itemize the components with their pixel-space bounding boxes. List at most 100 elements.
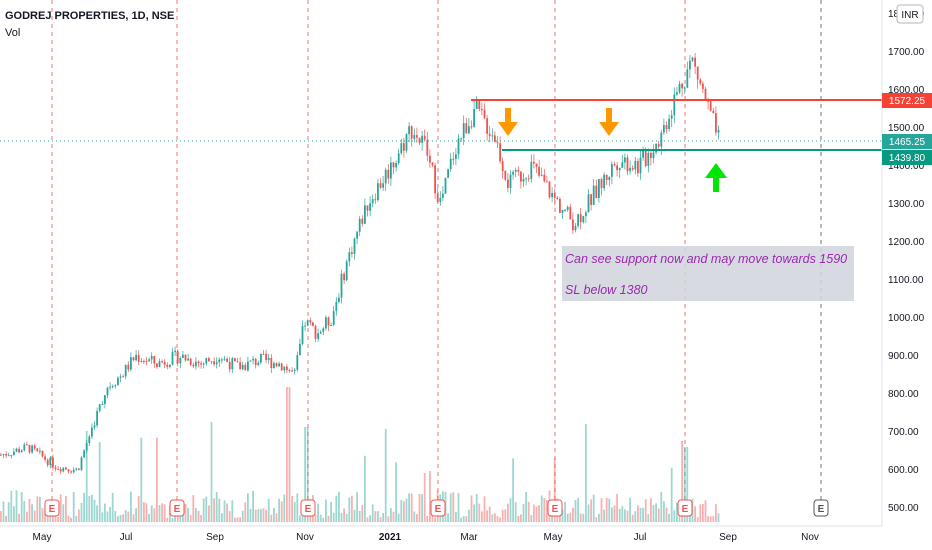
volume-bar xyxy=(184,504,187,522)
candle-body xyxy=(418,137,421,143)
price-tag-support: 1439.80 xyxy=(882,150,932,165)
candle-body xyxy=(111,386,114,388)
candle-body xyxy=(143,361,145,363)
candle-body xyxy=(0,454,2,456)
candle-body xyxy=(283,366,286,371)
candle-body xyxy=(605,174,608,180)
volume-bar xyxy=(278,498,280,522)
candle-body xyxy=(577,214,579,226)
candle-body xyxy=(114,385,117,387)
price-tick-label: 600.00 xyxy=(888,465,919,476)
candle-body xyxy=(468,126,470,134)
volume-bar xyxy=(699,504,702,522)
volume-bar xyxy=(639,507,642,522)
volume-bar xyxy=(590,499,592,522)
price-tick-label: 1300.00 xyxy=(888,199,925,210)
time-tick-label: May xyxy=(33,532,52,543)
volume-bar xyxy=(145,503,148,522)
candle-body xyxy=(470,126,473,128)
volume-bar xyxy=(403,501,405,522)
candle-body xyxy=(91,427,93,437)
candle-body xyxy=(460,138,462,140)
candle-body xyxy=(231,358,234,370)
candle-body xyxy=(319,331,322,334)
earnings-marker[interactable]: E xyxy=(169,499,185,517)
candle-body xyxy=(340,273,343,298)
candle-body xyxy=(639,157,642,174)
volume-bar xyxy=(462,516,465,522)
volume-bar xyxy=(488,506,491,522)
volume-bar xyxy=(234,517,236,522)
volume-bar xyxy=(475,494,478,522)
svg-text:E: E xyxy=(682,504,689,515)
volume-bar xyxy=(644,499,647,522)
volume-bar xyxy=(390,508,392,522)
candle-body xyxy=(442,193,444,198)
earnings-marker[interactable]: E xyxy=(430,499,446,517)
earnings-marker-future[interactable]: E xyxy=(813,499,829,517)
volume-bar xyxy=(616,493,618,522)
volume-bar xyxy=(366,517,369,522)
volume-bar xyxy=(239,517,241,522)
candle-body xyxy=(704,88,707,101)
volume-bar xyxy=(338,491,340,522)
price-axis[interactable]: 1800.001700.001600.001500.001400.001300.… xyxy=(888,9,925,514)
candle-body xyxy=(176,350,179,364)
candle-body xyxy=(384,169,387,184)
candle-body xyxy=(104,395,106,404)
volume-bar xyxy=(236,517,239,522)
volume-bar xyxy=(377,511,379,522)
candle-body xyxy=(244,364,247,371)
volume-bar xyxy=(494,513,496,522)
candle-body xyxy=(499,143,501,162)
candle-body xyxy=(494,135,496,143)
volume-bar xyxy=(122,514,124,522)
earnings-marker[interactable]: E xyxy=(44,499,60,517)
orange-down-arrow[interactable] xyxy=(599,108,619,136)
candle-body xyxy=(429,155,431,163)
candle-body xyxy=(249,360,252,362)
note-line-2: SL below 1380 xyxy=(565,283,648,297)
volume-bar xyxy=(192,495,195,522)
candle-body xyxy=(540,174,543,176)
volume-bar xyxy=(80,502,83,522)
candle-body xyxy=(288,370,291,372)
candle-body xyxy=(299,343,301,356)
volume-bar xyxy=(314,514,317,522)
volume-bar xyxy=(426,515,429,522)
volume-bar xyxy=(514,502,517,522)
volume-bar xyxy=(387,516,390,522)
price-tick-label: 1000.00 xyxy=(888,313,925,324)
price-tick-label: 1700.00 xyxy=(888,47,925,58)
candle-body xyxy=(117,377,119,386)
volume-bar xyxy=(215,491,218,522)
volume-bar xyxy=(205,496,208,522)
svg-text:E: E xyxy=(435,504,442,515)
candle-body xyxy=(621,162,624,168)
volume-bar xyxy=(345,514,348,522)
candle-body xyxy=(322,328,325,332)
currency-badge[interactable]: INR xyxy=(896,4,924,24)
volume-bar xyxy=(353,509,356,522)
candle-body xyxy=(98,404,101,411)
orange-down-arrow[interactable] xyxy=(498,108,518,136)
earnings-marker[interactable]: E xyxy=(300,499,316,517)
volume-bar xyxy=(660,491,663,522)
earnings-marker[interactable]: E xyxy=(547,499,563,517)
volume-bar xyxy=(522,504,525,522)
earnings-markers[interactable]: E E E E E E E xyxy=(44,499,829,517)
svg-text:1465.25: 1465.25 xyxy=(889,137,926,148)
volume-bar xyxy=(109,506,111,522)
candle-body xyxy=(657,144,660,147)
green-up-arrow[interactable] xyxy=(705,163,727,192)
note-box[interactable]: Can see support now and may move towards… xyxy=(562,246,854,301)
time-axis[interactable]: May Jul Sep Nov 2021 Mar May Jul Sep Nov xyxy=(33,532,819,543)
earnings-marker[interactable]: E xyxy=(677,499,693,517)
volume-bar xyxy=(603,509,605,522)
price-tag-last: 1465.25 xyxy=(882,134,932,149)
volume-bar xyxy=(712,516,715,522)
candle-body xyxy=(26,444,28,446)
volume-bar xyxy=(135,508,137,522)
volume-bar xyxy=(41,507,44,522)
